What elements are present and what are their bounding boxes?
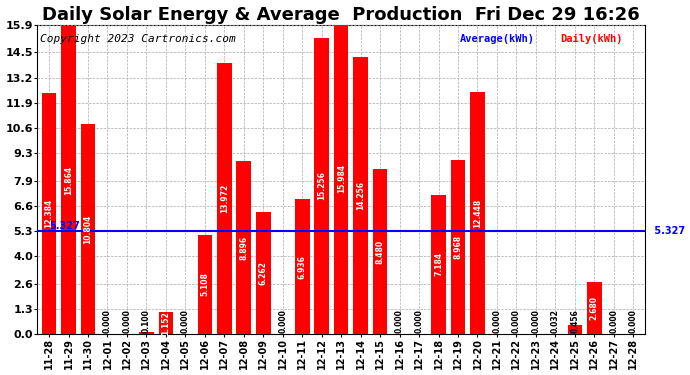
Bar — [197, 235, 212, 334]
Text: 1.152: 1.152 — [161, 311, 170, 335]
Text: 12.384: 12.384 — [45, 199, 54, 228]
Bar — [61, 26, 76, 334]
Text: 0.000: 0.000 — [629, 309, 638, 333]
Text: 0.000: 0.000 — [395, 309, 404, 333]
Text: 15.864: 15.864 — [64, 165, 73, 195]
Text: Daily(kWh): Daily(kWh) — [560, 34, 622, 44]
Text: 0.000: 0.000 — [415, 309, 424, 333]
Text: 10.804: 10.804 — [83, 214, 92, 244]
Text: 0.000: 0.000 — [103, 309, 112, 333]
Text: 0.032: 0.032 — [551, 309, 560, 333]
Text: 0.000: 0.000 — [512, 309, 521, 333]
Text: 8.480: 8.480 — [375, 240, 384, 264]
Text: 0.000: 0.000 — [278, 309, 287, 333]
Text: 15.984: 15.984 — [337, 164, 346, 194]
Text: Copyright 2023 Cartronics.com: Copyright 2023 Cartronics.com — [41, 34, 236, 44]
Text: 8.968: 8.968 — [453, 235, 462, 259]
Text: 12.448: 12.448 — [473, 198, 482, 228]
Text: 0.456: 0.456 — [571, 309, 580, 333]
Bar — [587, 282, 602, 334]
Bar — [315, 38, 329, 334]
Text: 13.972: 13.972 — [220, 184, 229, 213]
Bar — [470, 92, 485, 334]
Text: 0.000: 0.000 — [181, 309, 190, 333]
Text: 0.100: 0.100 — [142, 309, 151, 333]
Text: Average(kWh): Average(kWh) — [460, 34, 535, 44]
Text: 6.936: 6.936 — [297, 255, 307, 279]
Text: 0.000: 0.000 — [122, 309, 131, 333]
Bar — [334, 24, 348, 334]
Bar — [353, 57, 368, 334]
Title: Daily Solar Energy & Average  Production  Fri Dec 29 16:26: Daily Solar Energy & Average Production … — [42, 6, 640, 24]
Text: 5.327: 5.327 — [50, 220, 80, 231]
Text: 5.108: 5.108 — [200, 273, 209, 297]
Bar — [237, 161, 251, 334]
Bar — [431, 195, 446, 334]
Bar — [159, 312, 173, 334]
Bar — [41, 93, 57, 334]
Bar — [139, 332, 154, 334]
Bar — [548, 333, 562, 334]
Bar — [81, 124, 95, 334]
Text: 8.896: 8.896 — [239, 236, 248, 260]
Text: 14.256: 14.256 — [356, 181, 365, 210]
Bar — [451, 160, 465, 334]
Bar — [295, 200, 310, 334]
Text: 2.680: 2.680 — [590, 296, 599, 320]
Text: 7.184: 7.184 — [434, 252, 443, 276]
Text: 6.262: 6.262 — [259, 261, 268, 285]
Text: 5.327: 5.327 — [651, 226, 685, 236]
Bar — [373, 170, 387, 334]
Bar — [256, 213, 270, 334]
Text: 0.000: 0.000 — [609, 309, 618, 333]
Text: 0.000: 0.000 — [531, 309, 540, 333]
Bar — [568, 325, 582, 334]
Text: 15.256: 15.256 — [317, 171, 326, 200]
Text: 0.000: 0.000 — [493, 309, 502, 333]
Bar — [217, 63, 232, 334]
